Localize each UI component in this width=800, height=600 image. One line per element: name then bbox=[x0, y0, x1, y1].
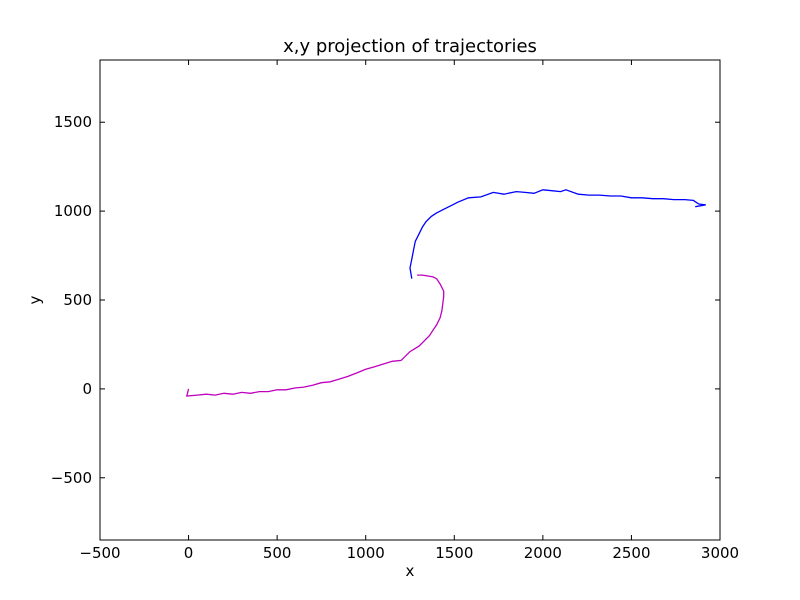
ticks-layer: −500 0 500 1000 1500 2000 2500 3000 −500 0 500 1000… bbox=[51, 60, 739, 562]
y-tick-label: 1500 bbox=[54, 113, 92, 131]
x-tick-label: 1000 bbox=[347, 544, 385, 562]
trajectory-line-1 bbox=[185, 274, 445, 397]
x-tick-label: 1500 bbox=[435, 544, 473, 562]
y-axis-label: y bbox=[26, 295, 44, 304]
x-axis-label: x bbox=[406, 562, 415, 580]
y-tick-label: 0 bbox=[82, 380, 92, 398]
trajectory-line-2 bbox=[409, 189, 706, 279]
plot-frame bbox=[99, 59, 721, 541]
x-tick-label: 2500 bbox=[612, 544, 650, 562]
series-layer bbox=[185, 189, 706, 397]
y-tick-label: 1000 bbox=[54, 202, 92, 220]
x-tick-label: 0 bbox=[184, 544, 194, 562]
y-tick-label: −500 bbox=[51, 469, 92, 487]
y-tick-label: 500 bbox=[63, 291, 92, 309]
x-tick-label: 500 bbox=[263, 544, 292, 562]
x-tick-label: 2000 bbox=[524, 544, 562, 562]
x-tick-label: 3000 bbox=[701, 544, 739, 562]
x-tick-label: −500 bbox=[79, 544, 120, 562]
chart-title: x,y projection of trajectories bbox=[283, 36, 537, 57]
